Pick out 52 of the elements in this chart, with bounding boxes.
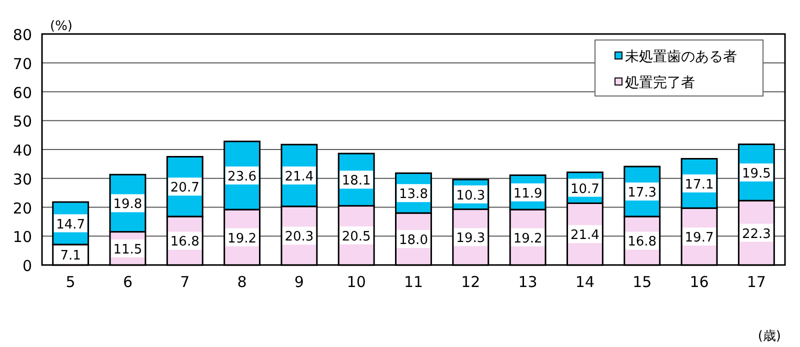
- data-label: 17.1: [684, 177, 714, 192]
- x-tick-label: 7: [180, 273, 190, 291]
- y-tick-label: 40: [12, 142, 32, 160]
- y-tick-label: 70: [12, 54, 32, 73]
- data-label: 20.7: [170, 180, 200, 196]
- legend-label: 未処置歯のある者: [625, 49, 737, 65]
- x-tick-label: 10: [346, 273, 366, 291]
- data-label: 20.5: [342, 229, 371, 244]
- data-label: 19.7: [684, 230, 714, 246]
- y-tick-label: 20: [12, 199, 32, 218]
- data-label: 10.7: [570, 182, 600, 197]
- data-label: 21.4: [570, 228, 600, 244]
- data-label: 18.0: [399, 233, 428, 248]
- y-axis-title: (%): [50, 19, 72, 34]
- data-label: 11.9: [513, 186, 542, 202]
- x-tick-label: 11: [404, 273, 424, 291]
- x-tick-label: 6: [122, 273, 133, 291]
- x-tick-label: 5: [66, 273, 76, 291]
- y-tick-label: 60: [12, 84, 32, 102]
- data-label: 17.3: [628, 186, 657, 201]
- data-label: 13.8: [399, 187, 428, 202]
- x-tick-label: 9: [294, 273, 304, 291]
- x-tick-label: 14: [575, 273, 595, 291]
- data-label: 19.8: [113, 197, 142, 212]
- data-label: 22.3: [742, 226, 771, 242]
- y-tick-label: 30: [12, 170, 32, 188]
- legend-label: 処置完了者: [625, 75, 695, 91]
- y-tick-label: 10: [12, 228, 32, 246]
- data-label: 21.4: [284, 169, 314, 184]
- data-label: 10.3: [456, 188, 486, 204]
- data-label: 19.3: [456, 231, 486, 246]
- data-label: 7.1: [60, 248, 81, 264]
- data-label: 19.2: [513, 231, 542, 246]
- data-label: 23.6: [228, 169, 257, 184]
- y-tick-label: 0: [22, 257, 32, 275]
- x-tick-label: 17: [746, 273, 766, 291]
- x-tick-label: 12: [461, 273, 480, 291]
- x-tick-label: 8: [237, 273, 247, 291]
- data-label: 14.7: [56, 217, 86, 232]
- y-tick-label: 80: [12, 26, 32, 44]
- data-label: 18.1: [342, 174, 371, 189]
- x-tick-label: 15: [632, 273, 652, 291]
- data-label: 16.8: [628, 234, 657, 250]
- data-label: 19.2: [228, 231, 257, 246]
- data-label: 20.3: [284, 230, 314, 245]
- y-tick-label: 50: [12, 112, 32, 131]
- x-tick-label: 13: [518, 273, 538, 291]
- x-tick-label: 16: [690, 273, 709, 291]
- x-axis-title: (歳): [758, 329, 781, 344]
- data-label: 19.5: [742, 166, 771, 182]
- data-label: 11.5: [113, 242, 142, 258]
- data-label: 16.8: [170, 234, 200, 250]
